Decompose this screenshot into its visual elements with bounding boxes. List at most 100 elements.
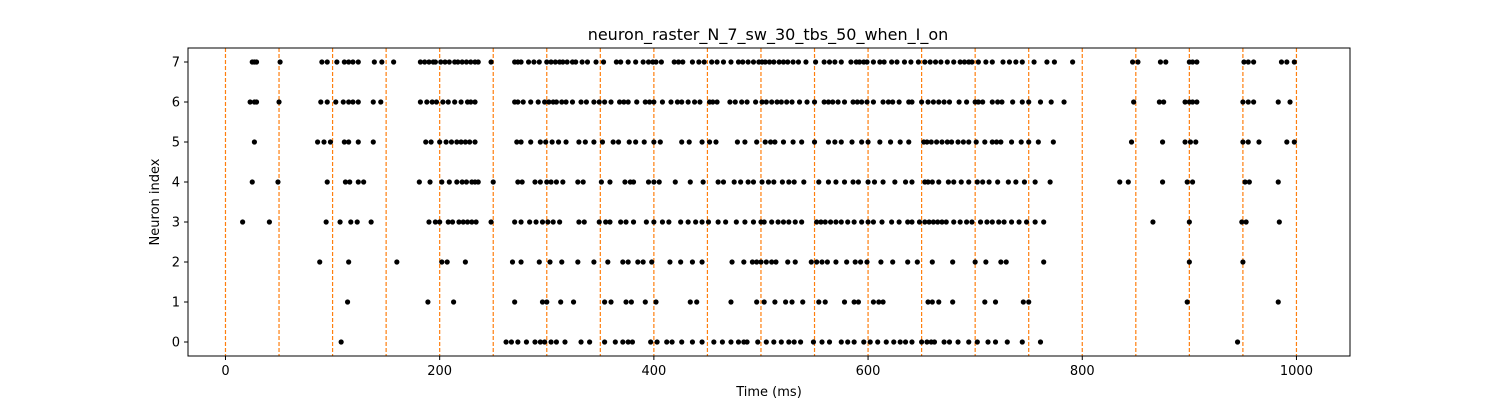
spike-point xyxy=(887,139,894,145)
spike-point xyxy=(1251,99,1257,105)
spike-point xyxy=(344,299,351,305)
spike-point xyxy=(518,259,524,265)
spike-point xyxy=(855,179,862,185)
spike-point xyxy=(542,99,548,105)
spike-point xyxy=(680,59,686,65)
spike-point xyxy=(689,259,696,265)
spike-point xyxy=(902,179,909,185)
spike-point xyxy=(892,179,898,185)
spike-point xyxy=(745,179,751,185)
spike-point xyxy=(982,299,988,305)
spike-point xyxy=(778,339,784,345)
spike-point xyxy=(865,219,871,225)
spike-point xyxy=(786,179,792,185)
spike-point xyxy=(955,339,961,345)
spike-point xyxy=(975,99,981,105)
spike-point xyxy=(651,219,657,225)
spike-point xyxy=(951,59,957,65)
spike-point xyxy=(835,99,841,105)
spike-point xyxy=(518,219,524,225)
spike-point xyxy=(394,259,400,265)
spike-point xyxy=(750,219,757,225)
spike-point xyxy=(596,99,602,105)
spike-point xyxy=(1131,99,1137,105)
spike-point xyxy=(1037,99,1044,105)
spike-point xyxy=(1019,339,1025,345)
spike-point xyxy=(591,139,597,145)
spike-point xyxy=(1240,139,1246,145)
spike-point xyxy=(761,299,767,305)
spike-point xyxy=(797,339,804,345)
spike-point xyxy=(958,179,964,185)
spike-point xyxy=(1240,259,1246,265)
spike-point xyxy=(452,99,458,105)
spike-point xyxy=(885,99,892,105)
spike-point xyxy=(871,179,878,185)
spike-point xyxy=(587,339,593,345)
spike-point xyxy=(442,59,448,65)
spike-point xyxy=(562,339,568,345)
spike-point xyxy=(771,179,777,185)
spike-point xyxy=(789,99,795,105)
spike-point xyxy=(371,59,377,65)
spike-point xyxy=(463,179,470,185)
spike-point xyxy=(926,219,932,225)
spike-point xyxy=(1129,59,1136,65)
spike-point xyxy=(699,339,705,345)
spike-point xyxy=(333,99,339,105)
spike-point xyxy=(675,59,682,65)
spike-point xyxy=(1284,59,1290,65)
spike-point xyxy=(459,179,465,185)
spike-point xyxy=(961,59,968,65)
spike-point xyxy=(791,339,797,345)
spike-point xyxy=(553,339,560,345)
spike-point xyxy=(896,99,902,105)
spike-point xyxy=(838,339,844,345)
spike-point xyxy=(669,339,675,345)
spike-point xyxy=(769,259,775,265)
spike-point xyxy=(543,139,549,145)
spike-point xyxy=(275,179,281,185)
spike-point xyxy=(821,59,827,65)
spike-point xyxy=(1246,179,1252,185)
spike-point xyxy=(1242,179,1248,185)
spike-point xyxy=(475,179,481,185)
spike-point xyxy=(602,299,608,305)
spike-point xyxy=(582,139,588,145)
spike-point xyxy=(545,219,551,225)
spike-point xyxy=(745,59,751,65)
spike-point xyxy=(930,219,936,225)
spike-point xyxy=(889,59,895,65)
y-tick-label: 0 xyxy=(172,336,180,351)
spike-point xyxy=(1245,59,1251,65)
spike-point xyxy=(458,139,464,145)
spike-point xyxy=(591,99,597,105)
spike-point xyxy=(578,339,584,345)
spike-point xyxy=(515,179,521,185)
spike-point xyxy=(1240,99,1246,105)
spike-point xyxy=(935,219,941,225)
spike-point xyxy=(779,179,785,185)
spike-point xyxy=(1125,179,1131,185)
spike-point xyxy=(276,99,282,105)
spike-point xyxy=(826,59,833,65)
spike-point xyxy=(744,99,750,105)
spike-point xyxy=(473,219,479,225)
spike-point xyxy=(848,59,854,65)
spike-point xyxy=(801,179,807,185)
spike-point xyxy=(346,59,352,65)
spike-point xyxy=(995,179,1001,185)
spike-point xyxy=(792,219,798,225)
spike-point xyxy=(705,219,712,225)
spike-point xyxy=(850,179,856,185)
y-tick-label: 2 xyxy=(172,256,180,271)
spike-point xyxy=(864,59,870,65)
spike-point xyxy=(515,99,521,105)
spike-point xyxy=(936,299,942,305)
spike-point xyxy=(341,139,347,145)
spike-point xyxy=(1135,59,1141,65)
spike-point xyxy=(1026,299,1032,305)
spike-point xyxy=(1291,139,1297,145)
spike-point xyxy=(728,339,734,345)
spike-point xyxy=(799,139,805,145)
